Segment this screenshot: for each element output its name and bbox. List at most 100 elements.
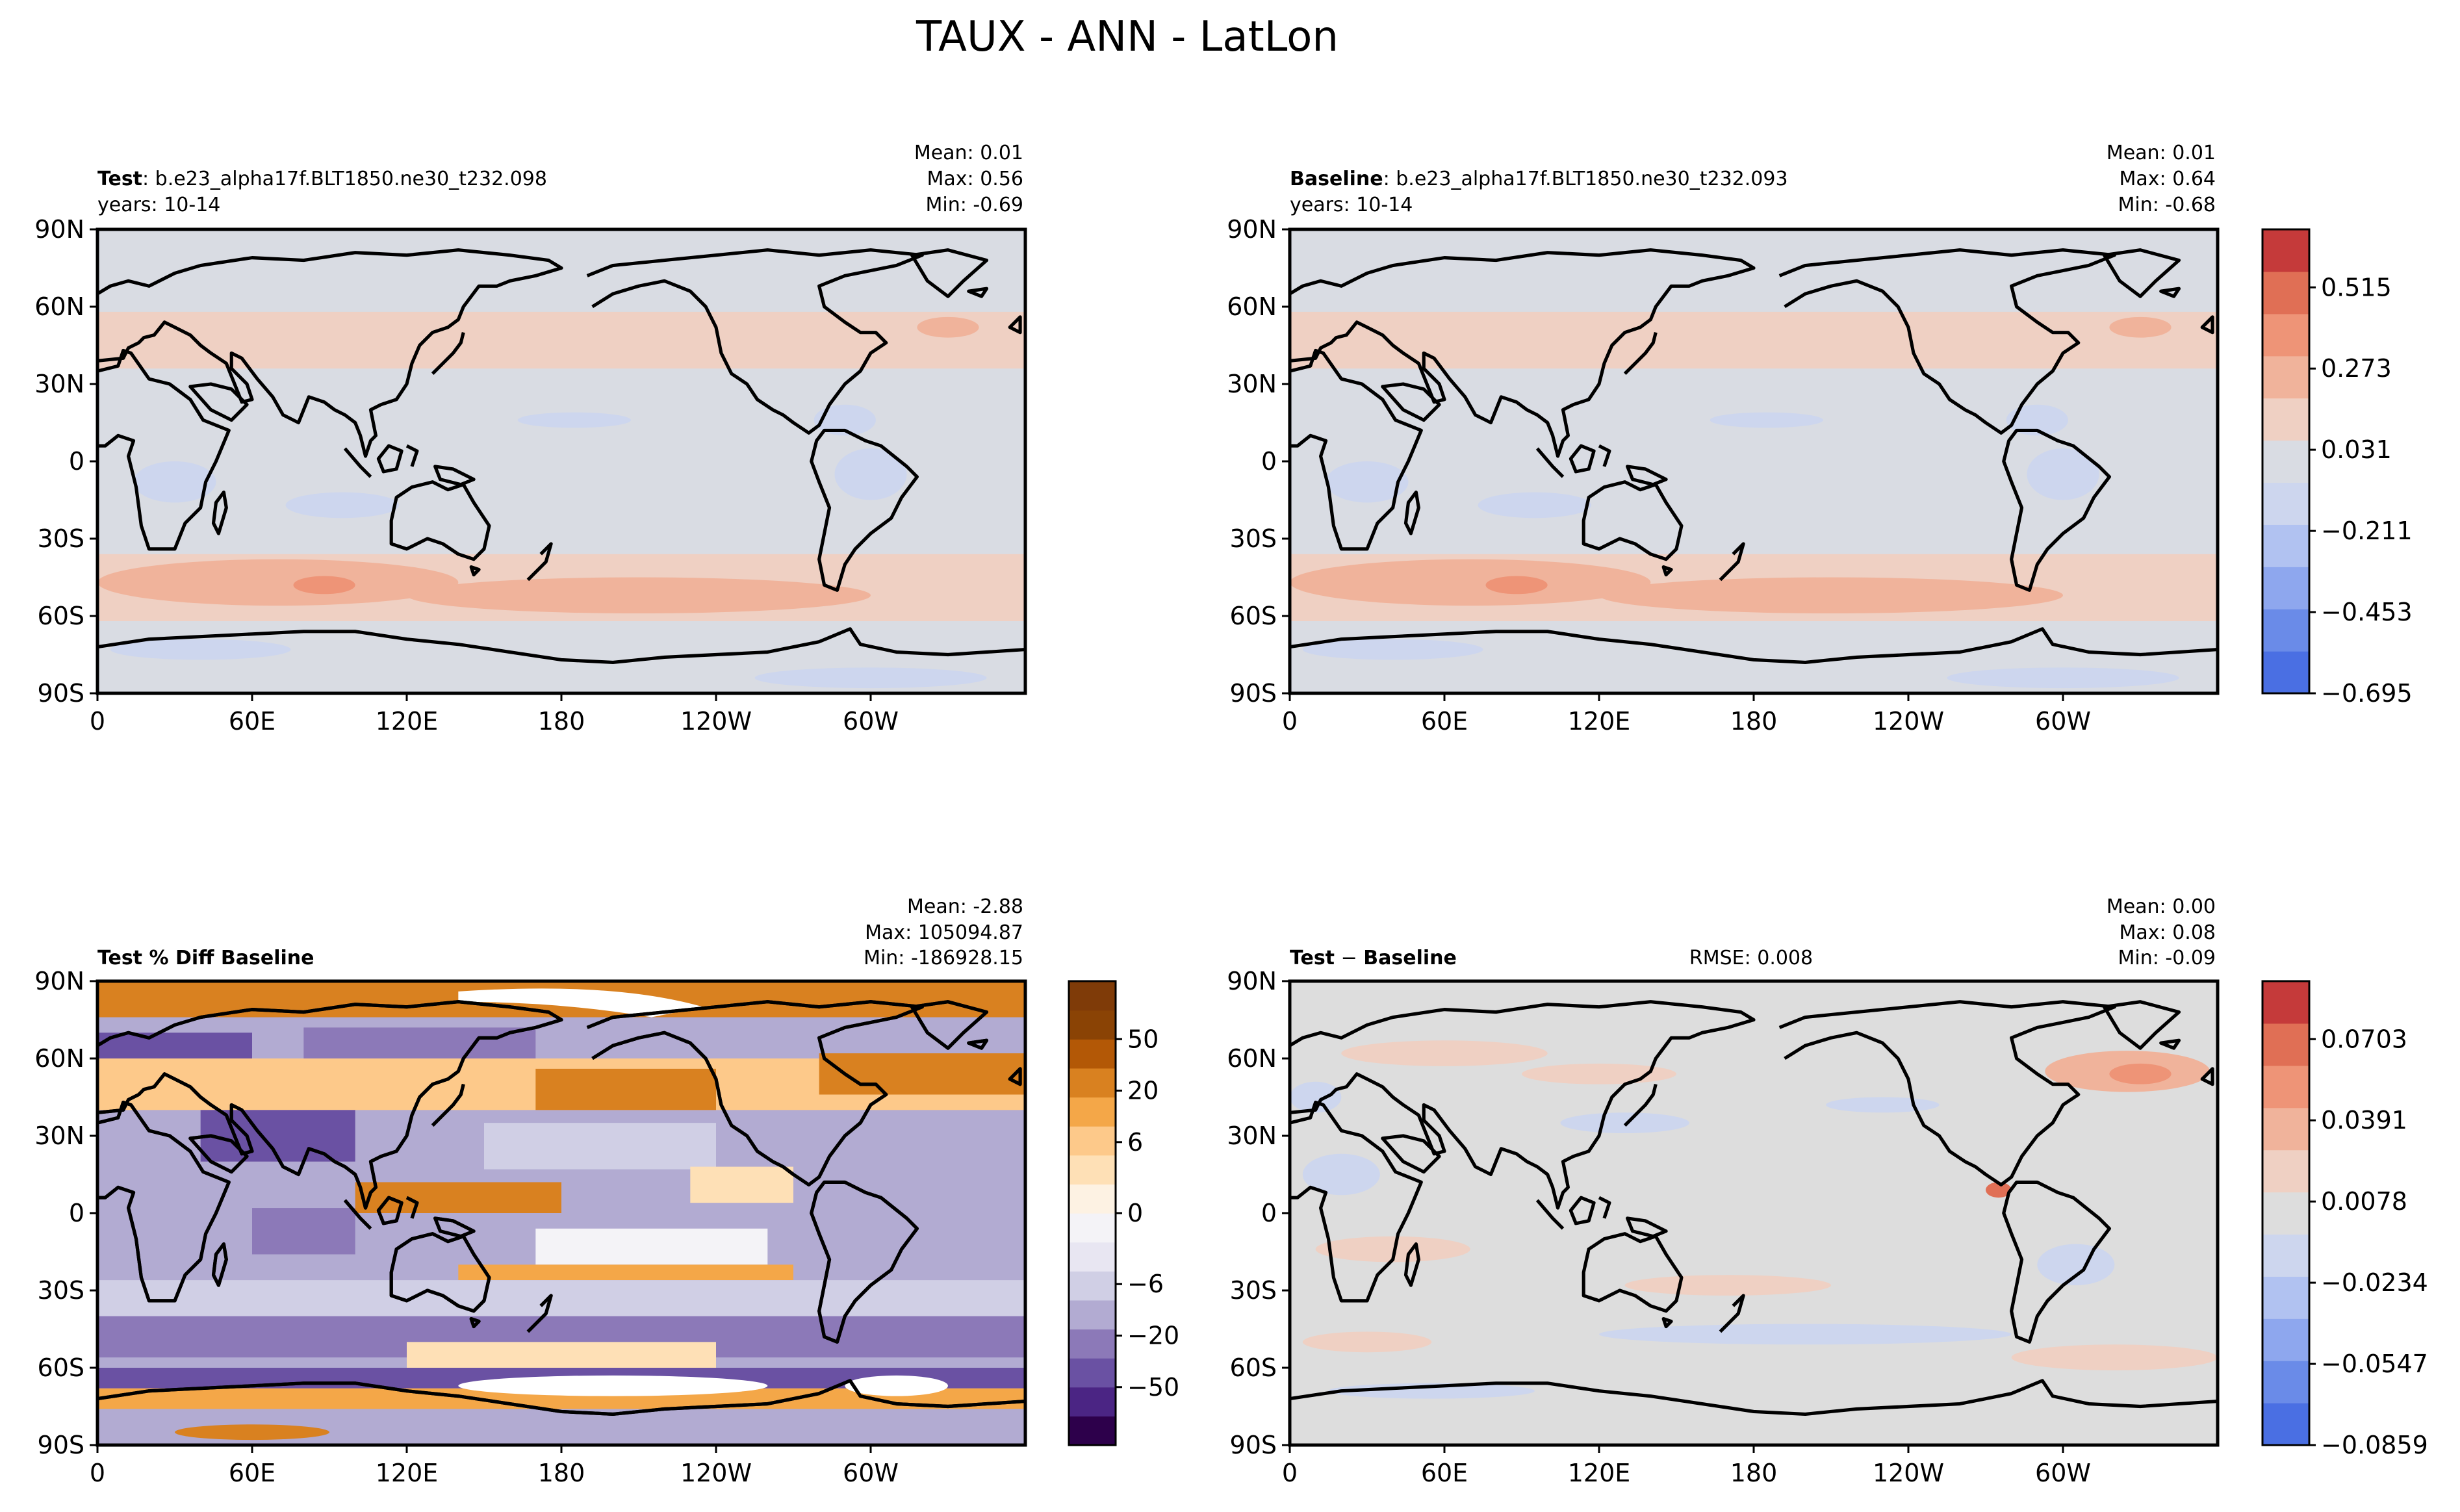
colorbar-swatch <box>1069 1213 1116 1243</box>
lon-tick-label: 60W <box>843 707 899 736</box>
lon-tick-label: 60W <box>2035 707 2091 736</box>
colorbar-tick-label: −0.695 <box>2321 679 2413 708</box>
colorbar-swatch <box>1069 1242 1116 1272</box>
lat-tick-label: 60N <box>1227 292 1277 321</box>
rmse-label: RMSE: 0.008 <box>1689 947 1813 969</box>
stat-mean: Mean: 0.01 <box>2107 142 2216 164</box>
colorbar-tick-label: −0.0859 <box>2321 1431 2428 1459</box>
stat-max: Max: 0.56 <box>927 168 1023 190</box>
stat-max: Max: 105094.87 <box>865 921 1023 944</box>
lat-tick-label: 60S <box>1230 602 1277 630</box>
colorbar-swatch <box>2262 398 2309 441</box>
lon-tick-label: 0 <box>90 1459 105 1487</box>
figure-title: TAUX - ANN - LatLon <box>916 13 1339 61</box>
lon-tick-label: 60W <box>2035 1459 2091 1487</box>
colorbar-swatch <box>2262 609 2309 652</box>
lat-tick-label: 30S <box>38 1276 84 1305</box>
colorbar-diff: 0.0703 0.0391 0.0078 −0.0234 −0.0547 −0.0859 <box>2261 980 2428 1459</box>
colorbars: 0.5150.2730.031−0.211−0.453−0.6950.07030… <box>1068 228 2428 1459</box>
stat-mean: Mean: 0.01 <box>914 142 1023 164</box>
lat-tick-label: 90N <box>1227 215 1277 244</box>
lon-tick-label: 180 <box>538 707 585 736</box>
colorbar-swatch <box>1069 1068 1116 1098</box>
years-label: years: 10-14 <box>97 194 220 216</box>
colorbar-swatch <box>1069 1155 1116 1185</box>
map-baseline <box>1290 229 2218 693</box>
colorbar-tick-label: −50 <box>1127 1373 1179 1402</box>
lon-tick-label: 60E <box>229 1459 275 1487</box>
panel-test: Test: b.e23_alpha17f.BLT1850.ne30_t232.0… <box>96 142 1027 695</box>
colorbar-tick-label: 20 <box>1127 1077 1159 1105</box>
lat-tick-label: 60S <box>38 1353 84 1382</box>
lat-tick-label: 60N <box>1227 1044 1277 1073</box>
colorbar-swatch <box>2262 1234 2309 1277</box>
map-diff <box>1290 981 2218 1445</box>
lon-tick-label: 0 <box>1282 707 1298 736</box>
colorbar-swatch <box>1069 1039 1116 1069</box>
lat-tick-label: 60S <box>38 602 84 630</box>
colorbar-swatch <box>1069 981 1116 1011</box>
colorbar-swatch <box>1069 1358 1116 1388</box>
lon-tick-label: 180 <box>1730 707 1778 736</box>
colorbar-tick-label: 0.0703 <box>2321 1025 2407 1053</box>
colorbar-tick-label: 6 <box>1127 1128 1143 1157</box>
colorbar-main: 0.515 0.273 0.031 −0.211 −0.453 −0.695 <box>2261 228 2413 708</box>
stat-mean: Mean: -2.88 <box>907 895 1023 918</box>
lon-tick-label: 120W <box>680 707 752 736</box>
colorbar-swatch <box>2262 524 2309 567</box>
lat-tick-label: 90N <box>34 215 84 244</box>
stat-max: Max: 0.08 <box>2120 921 2216 944</box>
lat-tick-label: 0 <box>1261 447 1277 476</box>
lon-tick-label: 120W <box>1873 1459 1944 1487</box>
lat-tick-label: 0 <box>1261 1199 1277 1227</box>
lat-tick-label: 90S <box>1230 1431 1277 1459</box>
colorbar-swatch <box>2262 1149 2309 1193</box>
colorbar-tick-label: −6 <box>1127 1270 1164 1298</box>
lon-tick-label: 120E <box>376 707 439 736</box>
colorbar-frame <box>2261 228 2311 695</box>
colorbar-tick-label: 50 <box>1127 1025 1159 1053</box>
colorbar-swatch <box>1069 1329 1116 1359</box>
years-label: years: 10-14 <box>1290 194 1413 216</box>
lat-tick-label: 60S <box>1230 1353 1277 1382</box>
colorbar-swatch <box>1069 1416 1116 1446</box>
colorbar-swatch <box>2262 440 2309 483</box>
lat-tick-label: 90S <box>38 1431 84 1459</box>
colorbar-swatch <box>2262 229 2309 272</box>
colorbar-swatch <box>2262 567 2309 609</box>
lat-tick-label: 30N <box>34 1121 84 1150</box>
colorbar-tick-label: −0.0234 <box>2321 1268 2428 1297</box>
lon-tick-label: 120W <box>680 1459 752 1487</box>
colorbar-swatch <box>2262 1403 2309 1446</box>
lat-tick-label: 90S <box>1230 679 1277 708</box>
lat-tick-label: 90N <box>1227 967 1277 995</box>
map-pct-diff <box>97 981 1025 1445</box>
panel-title: Test % Diff Baseline <box>97 947 314 969</box>
colorbar-tick-label: 0.0078 <box>2321 1187 2407 1216</box>
colorbar-frame <box>2261 980 2311 1446</box>
lat-tick-label: 90S <box>38 679 84 708</box>
colorbar-swatch <box>2262 1318 2309 1361</box>
panel-baseline: Baseline: b.e23_alpha17f.BLT1850.ne30_t2… <box>1288 142 2220 695</box>
colorbar-swatch <box>1069 1300 1116 1330</box>
colorbar-tick-label: 0.0391 <box>2321 1106 2407 1134</box>
lat-tick-label: 30S <box>38 524 84 553</box>
lat-tick-label: 0 <box>69 447 84 476</box>
lat-tick-label: 0 <box>69 1199 84 1227</box>
panel-title: Test: b.e23_alpha17f.BLT1850.ne30_t232.0… <box>97 168 547 190</box>
colorbar-tick-label: −0.0547 <box>2321 1350 2428 1378</box>
lon-tick-label: 60W <box>843 1459 899 1487</box>
lat-tick-label: 60N <box>34 292 84 321</box>
stat-min: Min: -186928.15 <box>864 947 1023 969</box>
colorbar-swatch <box>1069 1387 1116 1416</box>
stat-min: Min: -0.68 <box>2118 194 2216 216</box>
colorbar-swatch <box>2262 1023 2309 1066</box>
colorbar-tick-label: −0.211 <box>2321 517 2413 545</box>
lon-tick-label: 60E <box>1421 707 1468 736</box>
lon-tick-label: 180 <box>538 1459 585 1487</box>
colorbar-tick-label: −20 <box>1127 1321 1179 1350</box>
stat-min: Min: -0.09 <box>2118 947 2216 969</box>
panel-title: Test − Baseline <box>1290 947 1457 969</box>
colorbar-swatch <box>2262 1361 2309 1403</box>
